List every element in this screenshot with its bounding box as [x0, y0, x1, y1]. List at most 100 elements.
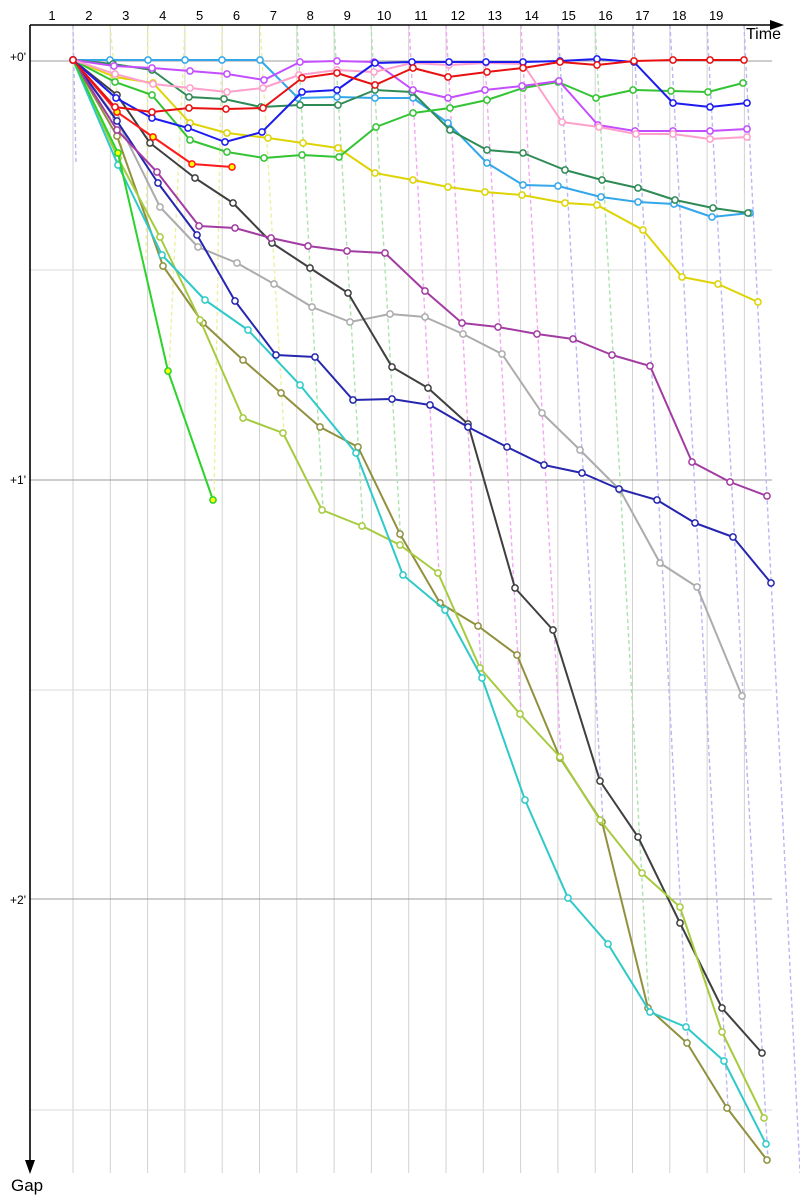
series-marker-deepskyblue [634, 198, 642, 206]
series-marker-purple [726, 478, 734, 486]
series-marker-purple [763, 492, 771, 500]
series-marker-blue [258, 128, 266, 136]
series-marker-yellow [444, 183, 452, 191]
series-marker-blue [333, 86, 341, 94]
y-tick-label: +1' [10, 473, 26, 487]
series-marker-gray [386, 310, 394, 318]
series-marker-blue [112, 94, 120, 102]
series-marker-black [634, 833, 642, 841]
series-marker-green [629, 86, 637, 94]
series-marker-purple [304, 242, 312, 250]
series-marker-khaki [316, 423, 324, 431]
series-marker-blue [184, 124, 192, 132]
series-marker-turquoise [564, 894, 572, 902]
series-marker-deepskyblue [333, 93, 341, 101]
series-marker-red [519, 64, 527, 72]
series-marker-deepskyblue [554, 182, 562, 190]
series-marker-khaki [396, 530, 404, 538]
series-marker-khaki [474, 622, 482, 630]
series-marker-blue [482, 58, 490, 66]
series-marker-black [306, 264, 314, 272]
series-marker-turquoise [296, 381, 304, 389]
series-marker-black [146, 139, 154, 147]
x-tick-label: 2 [85, 8, 92, 23]
series-marker-black [511, 584, 519, 592]
time-axis-arrow [770, 20, 784, 30]
series-marker-turquoise [478, 674, 486, 682]
series-marker-green [446, 104, 454, 112]
series-marker-pink [632, 130, 640, 138]
time-axis-label: Time [746, 26, 781, 43]
series-marker-navy [729, 533, 737, 541]
series-marker-black [388, 363, 396, 371]
series-marker-navy [615, 485, 623, 493]
series-marker-yellow [518, 191, 526, 199]
series-marker-red [298, 74, 306, 82]
gridlines [30, 25, 772, 1173]
series-marker-darkgreen [446, 126, 454, 134]
lap-marker-line [482, 24, 522, 715]
series-marker-turquoise [604, 940, 612, 948]
series-marker-turquoise [352, 449, 360, 457]
series-marker-red [630, 57, 638, 65]
series-marker-green [111, 78, 119, 86]
series-marker-darkgreen [709, 204, 717, 212]
series-marker-yellow [299, 139, 307, 147]
x-tick-label: 8 [307, 8, 314, 23]
series-marker-red [706, 56, 714, 64]
series-marker-red [185, 104, 193, 112]
series-marker-turquoise [762, 1140, 770, 1148]
series-marker-gray [459, 330, 467, 338]
series-marker-red [111, 103, 119, 111]
x-tick-label: 7 [270, 8, 277, 23]
series-marker-magenta [333, 57, 341, 65]
series-marker-lime [209, 496, 217, 504]
series-marker-yellow [223, 129, 231, 137]
series-marker-purple [343, 247, 351, 255]
series-marker-deepskyblue [218, 56, 226, 64]
series-marker-pink [223, 88, 231, 96]
series-marker-blue [669, 99, 677, 107]
series-marker-red [409, 64, 417, 72]
series-marker-deepskyblue [181, 56, 189, 64]
series-marker-magenta [743, 125, 751, 133]
series-marker-yellowgreen [556, 753, 564, 761]
series-marker-yellowgreen [196, 316, 204, 324]
series-marker-darkgreen [220, 95, 228, 103]
series-marker-magenta [481, 86, 489, 94]
series-marker-khaki [763, 1156, 771, 1164]
lap-marker-line [669, 24, 729, 1109]
series-marker-red [669, 56, 677, 64]
series-marker-navy [767, 579, 775, 587]
series-marker-turquoise [682, 1023, 690, 1031]
series-marker-pink [558, 118, 566, 126]
series-marker-navy [193, 231, 201, 239]
series-marker-navy [272, 351, 280, 359]
lap-marker-line [72, 24, 77, 166]
series-marker-yellow [264, 134, 272, 142]
series-marker-turquoise [158, 251, 166, 259]
series-marker-purple [195, 222, 203, 230]
series-marker-pink [111, 70, 119, 78]
series-marker-red [259, 104, 267, 112]
series-marker-yellowgreen [279, 429, 287, 437]
series-marker-deepskyblue [483, 159, 491, 167]
series-marker-turquoise [244, 326, 252, 334]
series-marker-darkgreen [296, 101, 304, 109]
series-marker-yellow [481, 188, 489, 196]
series-marker-magenta [296, 58, 304, 66]
series-marker-green [483, 96, 491, 104]
series-marker-navy [349, 396, 357, 404]
x-tick-label: 5 [196, 8, 203, 23]
series-marker-turquoise [646, 1008, 654, 1016]
series-marker-navy [113, 117, 121, 125]
axes [25, 20, 784, 1174]
series-marker-blue [408, 58, 416, 66]
lap-marker-line [370, 24, 402, 546]
lap-marker-line [259, 24, 285, 434]
series-marker-blue [743, 99, 751, 107]
series-marker-red-retired [149, 133, 157, 141]
series-marker-red [593, 61, 601, 69]
series-marker-darkgreen [671, 196, 679, 204]
